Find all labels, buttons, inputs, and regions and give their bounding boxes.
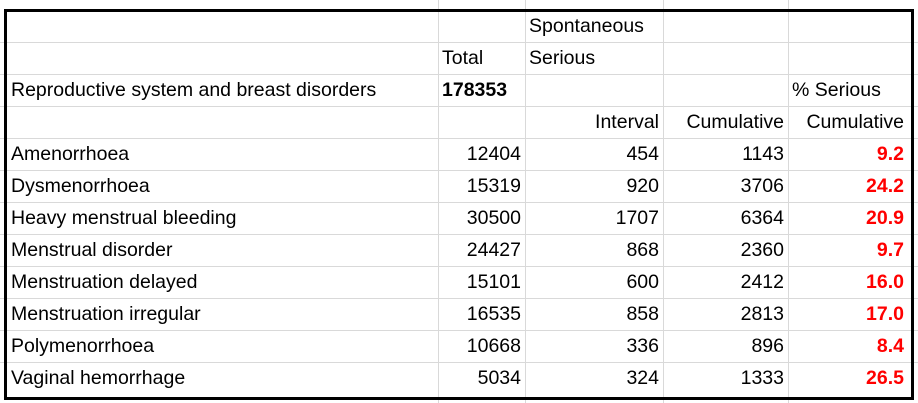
header-interval[interactable]: Interval: [595, 111, 659, 133]
row-name-cell[interactable]: Heavy menstrual bleeding: [11, 207, 237, 229]
row-name-cell[interactable]: Menstruation irregular: [11, 303, 201, 325]
row-pct-cell[interactable]: 24.2: [866, 175, 904, 197]
section-total[interactable]: 178353: [442, 79, 508, 101]
row-pct-cell[interactable]: 17.0: [866, 303, 904, 325]
row-cumulative-cell[interactable]: 1333: [740, 367, 784, 389]
row-pct-cell[interactable]: 20.9: [866, 207, 904, 229]
row-cumulative-cell[interactable]: 3706: [740, 175, 784, 197]
row-total-cell[interactable]: 15101: [466, 271, 521, 293]
row-total-cell[interactable]: 10668: [466, 335, 521, 357]
row-name-cell[interactable]: Amenorrhoea: [11, 143, 130, 165]
header-cumulative[interactable]: Cumulative: [686, 111, 784, 133]
row-cumulative-cell[interactable]: 2360: [740, 239, 784, 261]
row-total-cell[interactable]: 12404: [466, 143, 521, 165]
row-total-cell[interactable]: 5034: [477, 367, 521, 389]
row-interval-cell[interactable]: 454: [626, 143, 659, 165]
row-interval-cell[interactable]: 600: [626, 271, 659, 293]
row-cumulative-cell[interactable]: 896: [751, 335, 784, 357]
header-pct-cumulative[interactable]: Cumulative: [806, 111, 904, 133]
row-pct-cell[interactable]: 9.7: [876, 239, 904, 261]
row-name-cell[interactable]: Dysmenorrhoea: [11, 175, 150, 197]
row-interval-cell[interactable]: 868: [626, 239, 659, 261]
row-name-cell[interactable]: Menstruation delayed: [11, 271, 198, 293]
row-interval-cell[interactable]: 336: [626, 335, 659, 357]
row-name-cell[interactable]: Vaginal hemorrhage: [11, 367, 186, 389]
row-interval-cell[interactable]: 920: [626, 175, 659, 197]
row-interval-cell[interactable]: 324: [626, 367, 659, 389]
header-serious[interactable]: Serious: [529, 47, 596, 69]
row-pct-cell[interactable]: 16.0: [866, 271, 904, 293]
header-total[interactable]: Total: [442, 47, 484, 69]
header-spontaneous[interactable]: Spontaneous: [529, 15, 644, 37]
row-interval-cell[interactable]: 1707: [615, 207, 659, 229]
row-total-cell[interactable]: 15319: [466, 175, 521, 197]
row-cumulative-cell[interactable]: 2813: [740, 303, 784, 325]
row-total-cell[interactable]: 30500: [466, 207, 521, 229]
row-pct-cell[interactable]: 9.2: [876, 143, 904, 165]
row-cumulative-cell[interactable]: 1143: [742, 143, 784, 165]
section-label[interactable]: Reproductive system and breast disorders: [11, 79, 377, 101]
row-total-cell[interactable]: 16535: [466, 303, 521, 325]
header-pct-serious[interactable]: % Serious: [792, 79, 881, 101]
row-pct-cell[interactable]: 8.4: [876, 335, 904, 357]
row-name-cell[interactable]: Polymenorrhoea: [11, 335, 155, 357]
row-cumulative-cell[interactable]: 2412: [740, 271, 784, 293]
row-cumulative-cell[interactable]: 6364: [740, 207, 784, 229]
row-pct-cell[interactable]: 26.5: [866, 367, 904, 389]
row-name-cell[interactable]: Menstrual disorder: [11, 239, 173, 261]
row-interval-cell[interactable]: 858: [626, 303, 659, 325]
row-total-cell[interactable]: 24427: [466, 239, 521, 261]
